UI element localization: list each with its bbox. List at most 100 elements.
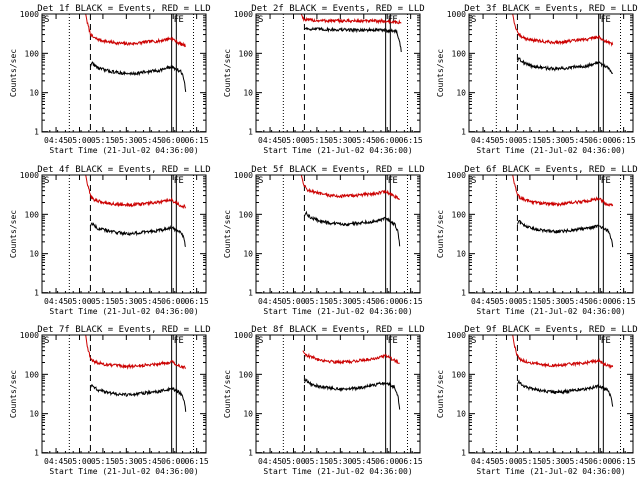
x-tick-label: 04:45 [471, 297, 495, 306]
chart-panel-8: Det 8f BLACK = Events, RED = LLDSFE11010… [223, 325, 425, 476]
x-axis-label: Start Time (21-Jul-02 04:36:00) [49, 467, 198, 476]
x-axis-label: Start Time (21-Jul-02 04:36:00) [49, 307, 198, 316]
x-tick-label: 05:45 [138, 136, 162, 145]
series-line-events [516, 219, 614, 248]
y-tick-label: 100 [25, 370, 40, 379]
marker-label-e: E [178, 15, 183, 25]
x-tick-label: 04:45 [258, 136, 282, 145]
x-tick-label: 04:45 [44, 136, 68, 145]
y-tick-label: 10 [29, 89, 39, 98]
marker-label-s: S [471, 15, 476, 25]
series-line-events [516, 379, 614, 407]
chart-title: Det 2f BLACK = Events, RED = LLD [251, 4, 424, 14]
y-tick-label: 1000 [234, 10, 253, 19]
series-line-events [89, 221, 187, 248]
y-axis-label: Counts/sec [223, 370, 232, 418]
x-tick-label: 05:15 [305, 457, 329, 466]
x-tick-label: 04:45 [44, 297, 68, 306]
x-tick-label: 05:15 [91, 136, 115, 145]
x-tick-label: 06:00 [375, 457, 399, 466]
x-tick-label: 06:00 [588, 136, 612, 145]
x-tick-label: 05:30 [541, 136, 565, 145]
y-tick-label: 1 [248, 128, 253, 137]
x-tick-label: 06:15 [399, 457, 423, 466]
marker-label-e: E [392, 176, 397, 186]
x-axis-label: Start Time (21-Jul-02 04:36:00) [263, 307, 412, 316]
y-tick-label: 1000 [234, 331, 253, 340]
y-tick-label: 100 [452, 370, 467, 379]
x-tick-label: 04:45 [44, 457, 68, 466]
y-tick-label: 1 [461, 128, 466, 137]
series-line-lld [512, 174, 614, 207]
series-line-lld [85, 13, 187, 48]
x-tick-label: 05:45 [352, 136, 376, 145]
plot-frame [41, 334, 207, 454]
y-tick-label: 1000 [447, 171, 466, 180]
marker-label-s: S [44, 176, 49, 186]
x-tick-label: 05:00 [67, 457, 91, 466]
marker-label-s: S [44, 15, 49, 25]
chart-panel-7: Det 7f BLACK = Events, RED = LLDSFE11010… [9, 325, 211, 476]
x-tick-label: 05:45 [138, 457, 162, 466]
y-tick-label: 10 [29, 250, 39, 259]
chart-panel-2: Det 2f BLACK = Events, RED = LLDSFE11010… [223, 4, 425, 155]
chart-panel-4: Det 4f BLACK = Events, RED = LLDSFE11010… [9, 165, 211, 316]
marker-label-e: E [392, 15, 397, 25]
y-tick-label: 10 [456, 89, 466, 98]
series-line-lld [85, 174, 187, 210]
y-tick-label: 100 [239, 49, 254, 58]
x-tick-label: 06:00 [588, 457, 612, 466]
plot-frame [41, 174, 207, 294]
y-tick-label: 10 [243, 89, 253, 98]
series-line-lld [85, 334, 187, 370]
series-line-lld [300, 174, 400, 201]
y-tick-label: 1 [34, 289, 39, 298]
chart-title: Det 7f BLACK = Events, RED = LLD [37, 325, 210, 335]
x-tick-label: 06:15 [399, 297, 423, 306]
x-tick-label: 05:30 [328, 297, 352, 306]
x-tick-label: 04:45 [258, 457, 282, 466]
y-tick-label: 100 [452, 49, 467, 58]
y-axis-label: Counts/sec [436, 370, 445, 418]
y-axis-label: Counts/sec [9, 210, 18, 258]
y-tick-label: 1 [248, 289, 253, 298]
series-line-events [516, 56, 614, 75]
x-tick-label: 05:00 [67, 297, 91, 306]
y-axis-label: Counts/sec [9, 370, 18, 418]
y-tick-label: 1000 [447, 331, 466, 340]
x-tick-label: 05:15 [91, 297, 115, 306]
y-tick-label: 100 [25, 49, 40, 58]
x-axis-label: Start Time (21-Jul-02 04:36:00) [476, 146, 625, 155]
y-tick-label: 1 [248, 449, 253, 458]
y-axis-label: Counts/sec [436, 49, 445, 97]
x-tick-label: 05:45 [352, 297, 376, 306]
x-tick-label: 05:30 [328, 136, 352, 145]
chart-title: Det 4f BLACK = Events, RED = LLD [37, 165, 210, 175]
chart-panel-9: Det 9f BLACK = Events, RED = LLDSFE11010… [436, 325, 638, 476]
chart-title: Det 3f BLACK = Events, RED = LLD [464, 4, 637, 14]
chart-panel-6: Det 6f BLACK = Events, RED = LLDSFE11010… [436, 165, 638, 316]
y-tick-label: 1000 [20, 171, 39, 180]
x-axis-label: Start Time (21-Jul-02 04:36:00) [263, 467, 412, 476]
x-tick-label: 05:30 [541, 457, 565, 466]
plot-frame [468, 334, 634, 454]
y-tick-label: 10 [243, 250, 253, 259]
x-tick-label: 05:00 [281, 136, 305, 145]
x-tick-label: 05:30 [541, 297, 565, 306]
plot-frame [41, 13, 207, 133]
x-tick-label: 05:15 [305, 136, 329, 145]
marker-label-e: E [178, 176, 183, 186]
chart-panel-5: Det 5f BLACK = Events, RED = LLDSFE11010… [223, 165, 425, 316]
x-tick-label: 05:30 [114, 136, 138, 145]
y-tick-label: 1 [461, 289, 466, 298]
x-tick-label: 06:15 [612, 136, 636, 145]
x-axis-label: Start Time (21-Jul-02 04:36:00) [476, 467, 625, 476]
x-tick-label: 05:00 [494, 136, 518, 145]
marker-label-e: E [605, 336, 610, 346]
marker-label-s: S [258, 336, 263, 346]
y-tick-label: 100 [239, 370, 254, 379]
y-tick-label: 1000 [20, 10, 39, 19]
y-tick-label: 10 [456, 410, 466, 419]
